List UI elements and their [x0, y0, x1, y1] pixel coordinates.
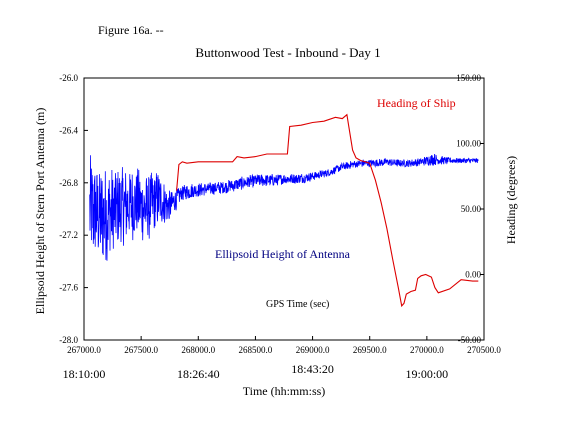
- y-right-tick-label: 150.00: [456, 73, 481, 83]
- time-tick-label: 19:00:00: [406, 367, 449, 381]
- y-left-tick-label: -26.0: [59, 73, 78, 83]
- annotation-ellipsoid-height: Ellipsoid Height of Antenna: [215, 247, 351, 261]
- figure-label: Figure 16a. --: [98, 23, 164, 37]
- y-right-tick-label: 50.00: [461, 204, 482, 214]
- x-tick-label: 269000.0: [296, 345, 330, 355]
- series-line-heading: [176, 113, 479, 308]
- x-tick-label: 267500.0: [124, 345, 158, 355]
- y-right-tick-label: 100.00: [456, 139, 481, 149]
- y-left-tick-label: -26.4: [59, 125, 78, 135]
- y-axis-left-label: Ellipsoid Height of Stern Port Antenna (…: [33, 108, 47, 315]
- time-axis: 18:10:00 18:26:40 18:43:20 19:00:00: [63, 362, 449, 381]
- x-axis-time-label: Time (hh:mm:ss): [243, 384, 326, 398]
- y-axis-right-label: Heading (degrees): [504, 156, 518, 244]
- y-left-tick-label: -28.0: [59, 335, 78, 345]
- y-left-tick-label: -26.8: [59, 178, 78, 188]
- x-tick-label: 270000.0: [410, 345, 444, 355]
- annotation-heading-of-ship: Heading of Ship: [377, 96, 456, 110]
- y-right-tick-label: 0.00: [465, 270, 481, 280]
- series-line-ellipsoid-height: [89, 153, 479, 261]
- y-right-tick-label: -50.00: [458, 335, 482, 345]
- time-tick-label: 18:43:20: [291, 362, 334, 376]
- x-axis-inner-label: GPS Time (sec): [266, 299, 329, 310]
- chart-title: Buttonwood Test - Inbound - Day 1: [195, 45, 380, 60]
- y-left-tick-label: -27.2: [59, 230, 78, 240]
- x-tick-label: 267000.0: [67, 345, 101, 355]
- time-tick-label: 18:10:00: [63, 367, 106, 381]
- y-axis-right: 150.00 100.00 50.00 0.00 -50.00: [456, 73, 484, 345]
- x-tick-label: 268500.0: [239, 345, 273, 355]
- x-tick-label: 269500.0: [353, 345, 387, 355]
- x-tick-label: 268000.0: [181, 345, 215, 355]
- x-axis: 267000.0 267500.0 268000.0 268500.0 269000.0…: [67, 336, 501, 355]
- y-left-tick-label: -27.6: [59, 283, 78, 293]
- time-tick-label: 18:26:40: [177, 367, 220, 381]
- y-axis-left: -26.0 -26.4 -26.8 -27.2 -27.6 -28.0: [59, 73, 88, 345]
- x-tick-label: 270500.0: [467, 345, 501, 355]
